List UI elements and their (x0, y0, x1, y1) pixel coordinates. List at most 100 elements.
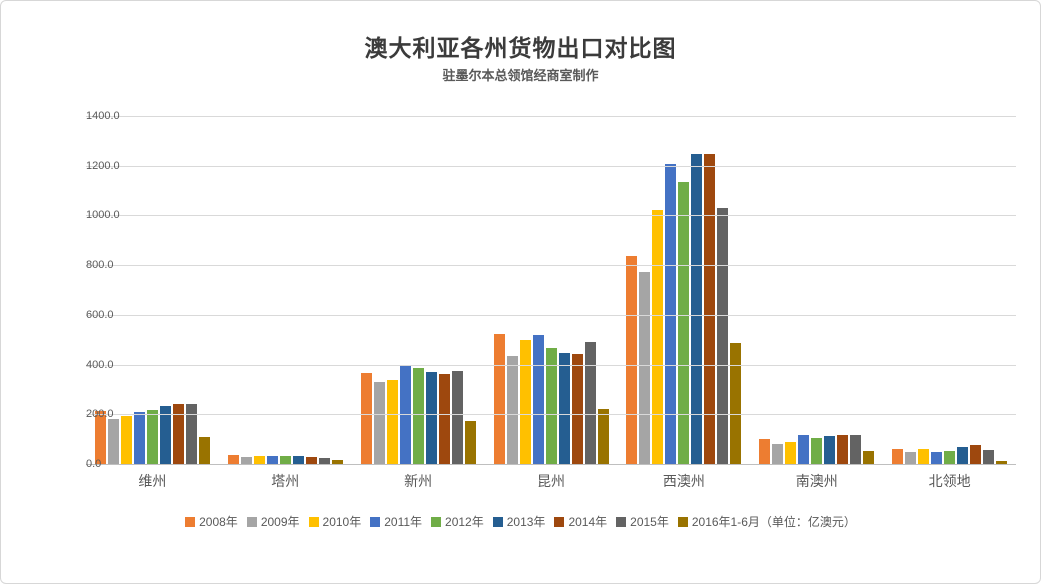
bar-2012年-北领地 (944, 450, 956, 464)
legend-label: 2015年 (630, 515, 669, 529)
bar-group-北领地 (883, 116, 1016, 464)
bar-2014年-北领地 (970, 444, 982, 464)
bar-2015年-南澳州 (850, 435, 862, 464)
x-axis-label-西澳州: 西澳州 (662, 473, 705, 489)
legend-swatch-icon (492, 516, 503, 527)
legend-swatch-icon (554, 516, 565, 527)
legend-swatch-icon (370, 516, 381, 527)
bar-2009年-北领地 (905, 451, 917, 464)
bar-2008年-塔州 (227, 455, 239, 464)
chart-title: 澳大利亚各州货物出口对比图 (364, 35, 677, 61)
bar-groups (86, 116, 1016, 464)
bar-2010年-南澳州 (785, 441, 797, 464)
bar-2011年-南澳州 (798, 435, 810, 464)
bar-2010年-北领地 (918, 449, 930, 464)
bar-2012年-西澳州 (678, 182, 690, 464)
bar-2014年-新州 (438, 374, 450, 464)
bar-2010年-维州 (120, 416, 132, 464)
bar-2009年-塔州 (240, 456, 252, 464)
bar-2016年1-6月-北领地 (996, 460, 1008, 464)
x-axis-label-南澳州: 南澳州 (795, 473, 838, 489)
bar-2008年-西澳州 (626, 255, 638, 464)
bar-2012年-新州 (412, 368, 424, 464)
legend-item-2011年: 2011年 (370, 513, 422, 530)
bar-2015年-北领地 (983, 450, 995, 464)
bar-2015年-新州 (451, 370, 463, 464)
bar-2015年-塔州 (318, 457, 330, 464)
bar-2014年-昆州 (571, 353, 583, 464)
bar-2016年1-6月-西澳州 (730, 342, 742, 464)
bar-2011年-西澳州 (665, 163, 677, 464)
bar-2014年-南澳州 (837, 434, 849, 464)
bar-2013年-维州 (159, 405, 171, 464)
bar-2015年-西澳州 (717, 208, 729, 464)
gridline-1200 (86, 165, 1016, 167)
bar-group-西澳州 (617, 116, 750, 464)
bar-2016年1-6月-南澳州 (863, 450, 875, 464)
bar-2016年1-6月-昆州 (597, 408, 609, 464)
bar-2012年-昆州 (545, 348, 557, 464)
bar-2012年-维州 (146, 410, 158, 464)
bar-2015年-昆州 (584, 342, 596, 464)
bar-2010年-昆州 (519, 339, 531, 464)
bar-2008年-新州 (360, 373, 372, 464)
legend-label: 2010年 (322, 515, 362, 529)
bar-2014年-塔州 (305, 456, 317, 464)
bar-2011年-维州 (133, 411, 145, 464)
bar-2013年-塔州 (292, 456, 304, 464)
legend-label: 2009年 (260, 515, 300, 529)
bar-2012年-塔州 (279, 455, 291, 464)
bar-group-塔州 (219, 116, 352, 464)
x-axis-label-塔州: 塔州 (271, 473, 300, 489)
x-axis-label-北领地: 北领地 (928, 473, 971, 489)
x-axis-line (86, 464, 1016, 465)
legend-item-2012年: 2012年 (431, 513, 484, 530)
gridline-1400 (86, 116, 1016, 117)
bar-2010年-塔州 (253, 456, 265, 464)
bar-2008年-南澳州 (759, 439, 771, 464)
legend-item-2013年: 2013年 (492, 513, 546, 530)
bar-2013年-新州 (425, 372, 437, 464)
bar-2009年-西澳州 (639, 272, 651, 464)
bar-2008年-昆州 (493, 333, 505, 464)
bar-group-新州 (352, 116, 485, 464)
gridline-600 (86, 314, 1016, 316)
legend-label: 2008年 (199, 515, 238, 529)
legend-item-2015年: 2015年 (616, 513, 669, 530)
bar-2011年-塔州 (266, 456, 278, 464)
bar-2011年-昆州 (532, 334, 544, 464)
bar-2010年-新州 (386, 379, 398, 464)
legend-swatch-icon (185, 516, 196, 527)
legend-label: 2011年 (384, 515, 423, 529)
bar-2013年-西澳州 (691, 153, 703, 464)
legend-item-2016年1-6月: 2016年1-6月（单位：亿澳元） (677, 513, 856, 530)
bar-2014年-维州 (172, 403, 184, 464)
x-axis-label-维州: 维州 (138, 473, 167, 489)
bar-group-南澳州 (750, 116, 883, 464)
bar-2008年-北领地 (892, 449, 904, 464)
bar-2015年-维州 (185, 404, 197, 464)
legend-item-2010年: 2010年 (308, 513, 362, 530)
gridline-1000 (86, 215, 1016, 217)
bar-2009年-昆州 (506, 355, 518, 464)
bar-2016年1-6月-维州 (198, 437, 210, 464)
bar-2009年-新州 (373, 381, 385, 464)
bar-2011年-北领地 (931, 451, 943, 464)
bar-2013年-南澳州 (824, 436, 836, 464)
bar-group-维州 (86, 116, 219, 464)
bar-2010年-西澳州 (652, 210, 664, 464)
bar-2014年-西澳州 (704, 154, 716, 464)
legend-label: 2013年 (506, 515, 546, 529)
gridline-400 (86, 364, 1016, 366)
x-axis-label-昆州: 昆州 (537, 473, 565, 489)
bar-2016年1-6月-塔州 (331, 460, 343, 464)
bar-2008年-维州 (94, 410, 106, 464)
legend-item-2014年: 2014年 (554, 513, 607, 530)
gridline-800 (86, 265, 1016, 267)
legend: 2008年 2009年 2010年 2011年 2012年 2013年 2014年 2015年… (1, 513, 1040, 530)
legend-item-2009年: 2009年 (246, 513, 300, 530)
bar-2012年-南澳州 (811, 437, 823, 464)
legend-swatch-icon (616, 516, 627, 527)
plot-area: 0.0 200.0 400.0 600.0 800.0 1000.0 1200.0 1400.… (86, 110, 1016, 470)
bar-group-昆州 (485, 116, 618, 464)
